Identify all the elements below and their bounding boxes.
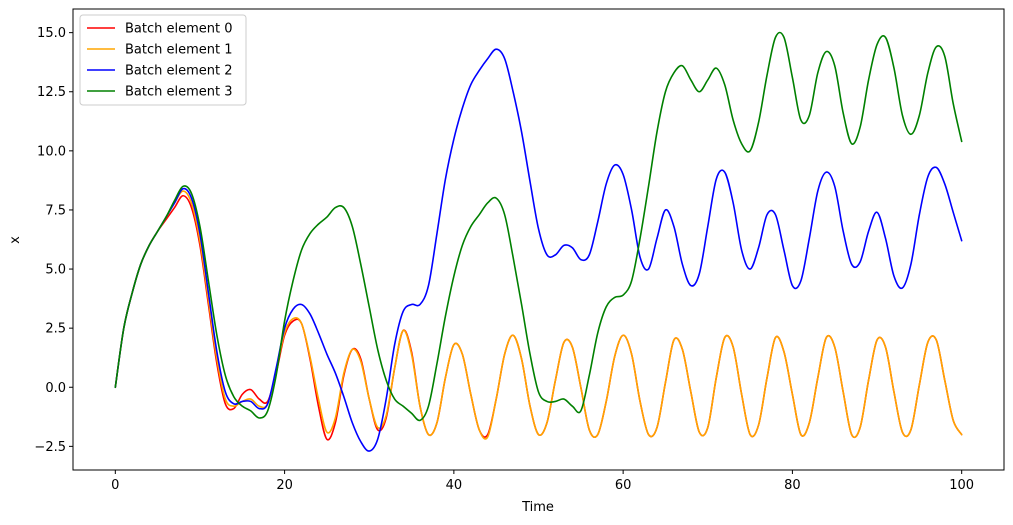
legend-label-1: Batch element 1 [125,43,233,58]
y-tick-label: −2.5 [34,440,66,455]
series-line-3 [114,31,963,422]
x-tick-label: 0 [111,478,119,493]
series-layer [114,31,963,452]
y-tick-label: 0.0 [45,381,66,396]
legend-label-3: Batch element 3 [125,85,233,100]
legend-label-2: Batch element 2 [125,64,233,79]
legend-label-0: Batch element 0 [125,22,233,37]
legend-box [79,14,247,106]
x-tick-label: 80 [784,478,801,493]
axes-frame [72,8,1005,471]
y-tick-label: 5.0 [45,263,66,278]
y-axis-ticks: −2.5 0.0 2.5 5.0 7.5 10.0 12.5 15.0 [34,26,73,455]
x-axis-ticks: 0 20 40 60 80 100 [111,470,974,493]
legend: Batch element 0 Batch element 1 Batch elem… [79,14,247,106]
x-axis-label: Time [521,500,554,515]
series-line-2 [114,48,963,452]
series-line-1 [114,190,963,440]
y-tick-label: 15.0 [37,26,66,41]
x-tick-label: 20 [276,478,293,493]
x-tick-label: 100 [949,478,974,493]
y-tick-label: 12.5 [37,85,66,100]
x-tick-label: 40 [446,478,463,493]
y-tick-label: 7.5 [45,203,66,218]
y-tick-label: 2.5 [45,322,66,337]
x-tick-label: 60 [615,478,632,493]
y-axis-label: x [8,236,23,244]
y-tick-label: 10.0 [37,144,66,159]
